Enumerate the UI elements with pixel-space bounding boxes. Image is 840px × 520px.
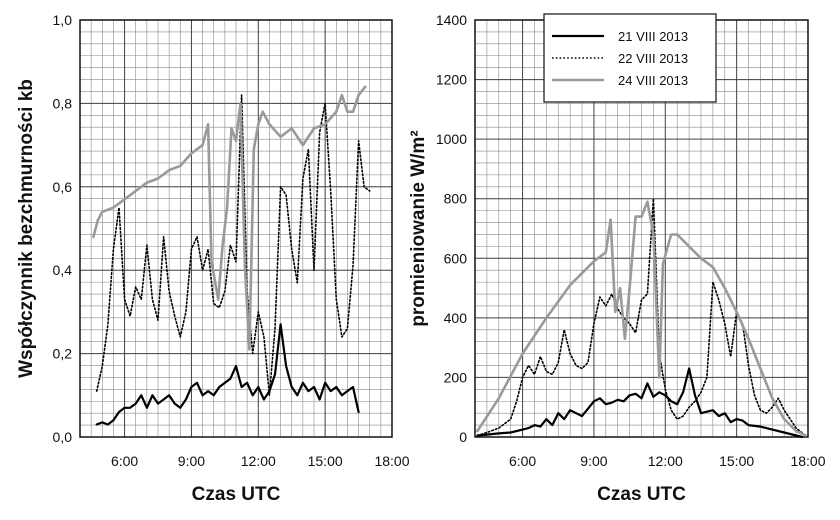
y-tick-label: 800 — [444, 191, 468, 207]
x-axis-title: Czas UTC — [597, 484, 686, 505]
x-tick-label: 6:00 — [111, 453, 138, 469]
series-line — [95, 323, 360, 426]
y-tick-label: 0 — [459, 429, 467, 445]
series-line — [92, 85, 367, 351]
x-axis-title: Czas UTC — [192, 484, 281, 505]
chart-left: 0,0 0,2 0,4 0,6 0,8 1,0 6:00 9:00 12:00 15:00 18:0… — [16, 12, 410, 505]
x-tick-label: 6:00 — [509, 453, 536, 469]
y-tick-label: 1200 — [436, 72, 467, 88]
x-tick-label: 12:00 — [648, 453, 683, 469]
y-tick-label: 1400 — [436, 12, 467, 28]
y-tick-label: 0,4 — [53, 262, 73, 278]
y-tick-label: 1000 — [436, 131, 467, 147]
legend-label: 21 VIII 2013 — [618, 29, 688, 44]
plot-frame — [79, 19, 393, 438]
x-tick-label: 18:00 — [374, 453, 409, 469]
x-tick-label: 15:00 — [719, 453, 754, 469]
y-tick-label: 0,8 — [53, 95, 73, 111]
y-tick-label: 0,6 — [53, 179, 73, 195]
x-tick-label: 15:00 — [308, 453, 343, 469]
x-tick-label: 18:00 — [790, 453, 825, 469]
y-tick-label: 0,2 — [53, 346, 73, 362]
series-line — [476, 367, 804, 439]
x-tick-label: 9:00 — [580, 453, 607, 469]
chart-right: 0 200 400 600 800 1000 1200 1400 6:00 9:00 12:00 15… — [408, 12, 826, 505]
x-tick-label: 9:00 — [178, 453, 205, 469]
legend-label: 22 VIII 2013 — [618, 51, 688, 66]
grid — [79, 19, 393, 438]
y-tick-label: 400 — [444, 310, 468, 326]
legend-box — [543, 13, 717, 103]
y-axis-title: Współczynnik bezchmurności kb — [16, 79, 37, 378]
y-tick-label: 0,0 — [53, 429, 73, 445]
x-tick-label: 12:00 — [241, 453, 276, 469]
y-tick-label: 600 — [444, 250, 468, 266]
series-line — [95, 94, 371, 397]
series-line — [476, 197, 807, 437]
legend-label: 24 VIII 2013 — [618, 73, 688, 88]
y-tick-label: 200 — [444, 369, 468, 385]
legend: 21 VIII 2013 22 VIII 2013 24 VIII 2013 — [543, 13, 717, 103]
y-axis-title: promieniowanie W/m² — [408, 130, 429, 326]
series-line — [476, 200, 807, 437]
y-tick-label: 1,0 — [53, 12, 73, 28]
